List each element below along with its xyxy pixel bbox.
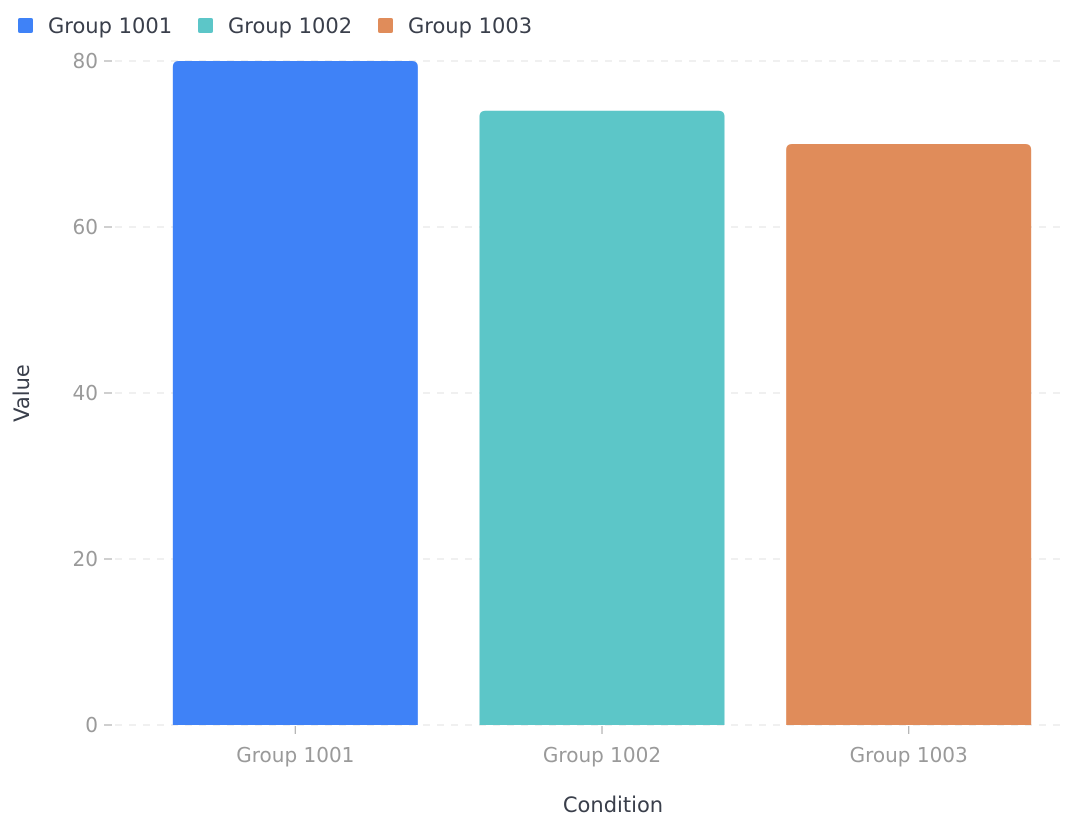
y-axis: 0 20 40 60 80 [73, 49, 112, 737]
bar-group-1003 [786, 144, 1032, 725]
y-tick-label: 60 [73, 215, 98, 239]
legend-label: Group 1003 [408, 14, 532, 38]
x-tick-label: Group 1003 [850, 743, 968, 767]
y-tick-label: 0 [85, 713, 98, 737]
bar-group-1002 [479, 110, 725, 726]
legend-swatch [18, 18, 33, 33]
legend: Group 1001 Group 1002 Group 1003 [18, 14, 532, 38]
legend-label: Group 1001 [48, 14, 172, 38]
y-tick-label: 80 [73, 49, 98, 73]
x-tick-label: Group 1002 [543, 743, 661, 767]
y-axis-title: Value [10, 364, 34, 422]
legend-label: Group 1002 [228, 14, 352, 38]
x-axis-title: Condition [563, 793, 663, 817]
y-tick-label: 40 [73, 381, 98, 405]
legend-swatch [378, 18, 393, 33]
y-tick-label: 20 [73, 547, 98, 571]
bar-group-1001 [172, 61, 418, 725]
legend-swatch [198, 18, 213, 33]
x-tick-label: Group 1001 [236, 743, 354, 767]
bars [172, 61, 1032, 726]
x-axis: Group 1001 Group 1002 Group 1003 [236, 726, 968, 767]
